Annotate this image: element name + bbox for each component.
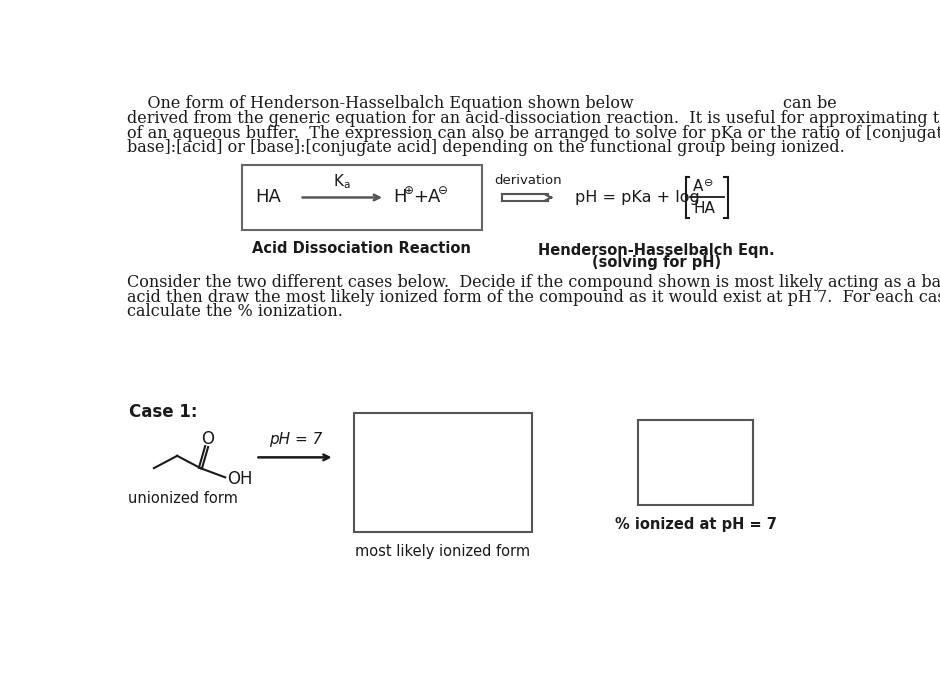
Text: Consider the two different cases below.  Decide if the compound shown is most li: Consider the two different cases below. …	[127, 274, 940, 291]
Text: base]:[acid] or [base]:[conjugate acid] depending on the functional group being : base]:[acid] or [base]:[conjugate acid] …	[127, 139, 844, 156]
Text: Case 1:: Case 1:	[129, 403, 197, 422]
Text: +: +	[414, 188, 429, 207]
Text: most likely ionized form: most likely ionized form	[355, 545, 530, 560]
Text: calculate the % ionization.: calculate the % ionization.	[127, 303, 343, 320]
Text: derivation: derivation	[494, 173, 562, 187]
Text: HA: HA	[694, 201, 715, 216]
Text: HA: HA	[256, 188, 281, 207]
Text: $\mathregular{\ominus}$: $\mathregular{\ominus}$	[437, 184, 447, 197]
Text: Henderson-Hasselbalch Eqn.: Henderson-Hasselbalch Eqn.	[538, 243, 775, 258]
Text: A: A	[694, 180, 704, 194]
Text: $\mathregular{\ominus}$: $\mathregular{\ominus}$	[702, 177, 713, 188]
Text: A: A	[428, 188, 440, 207]
Text: of an aqueous buffer.  The expression can also be arranged to solve for pKa or t: of an aqueous buffer. The expression can…	[127, 124, 940, 141]
Text: can be: can be	[783, 95, 837, 112]
Bar	[353, 413, 532, 532]
Text: acid then draw the most likely ionized form of the compound as it would exist at: acid then draw the most likely ionized f…	[127, 289, 940, 306]
Text: pH = 7: pH = 7	[269, 432, 322, 447]
Text: unionized form: unionized form	[129, 491, 239, 506]
Text: derived from the generic equation for an acid-dissociation reaction.  It is usef: derived from the generic equation for an…	[127, 110, 940, 127]
Text: % ionized at pH = 7: % ionized at pH = 7	[615, 517, 776, 532]
Text: H: H	[394, 188, 407, 207]
Text: $\mathregular{\oplus}$: $\mathregular{\oplus}$	[403, 184, 415, 197]
Bar	[638, 420, 753, 505]
Bar	[242, 165, 481, 231]
Text: pH = pKa + log: pH = pKa + log	[574, 190, 699, 205]
Text: One form of Henderson-Hasselbalch Equation shown below: One form of Henderson-Hasselbalch Equati…	[127, 95, 634, 112]
Text: K$_{\mathregular{a}}$: K$_{\mathregular{a}}$	[334, 172, 351, 191]
Text: (solving for pH): (solving for pH)	[591, 255, 721, 270]
Text: Acid Dissociation Reaction: Acid Dissociation Reaction	[252, 241, 471, 256]
Text: O: O	[201, 430, 214, 448]
Text: OH: OH	[227, 470, 252, 488]
